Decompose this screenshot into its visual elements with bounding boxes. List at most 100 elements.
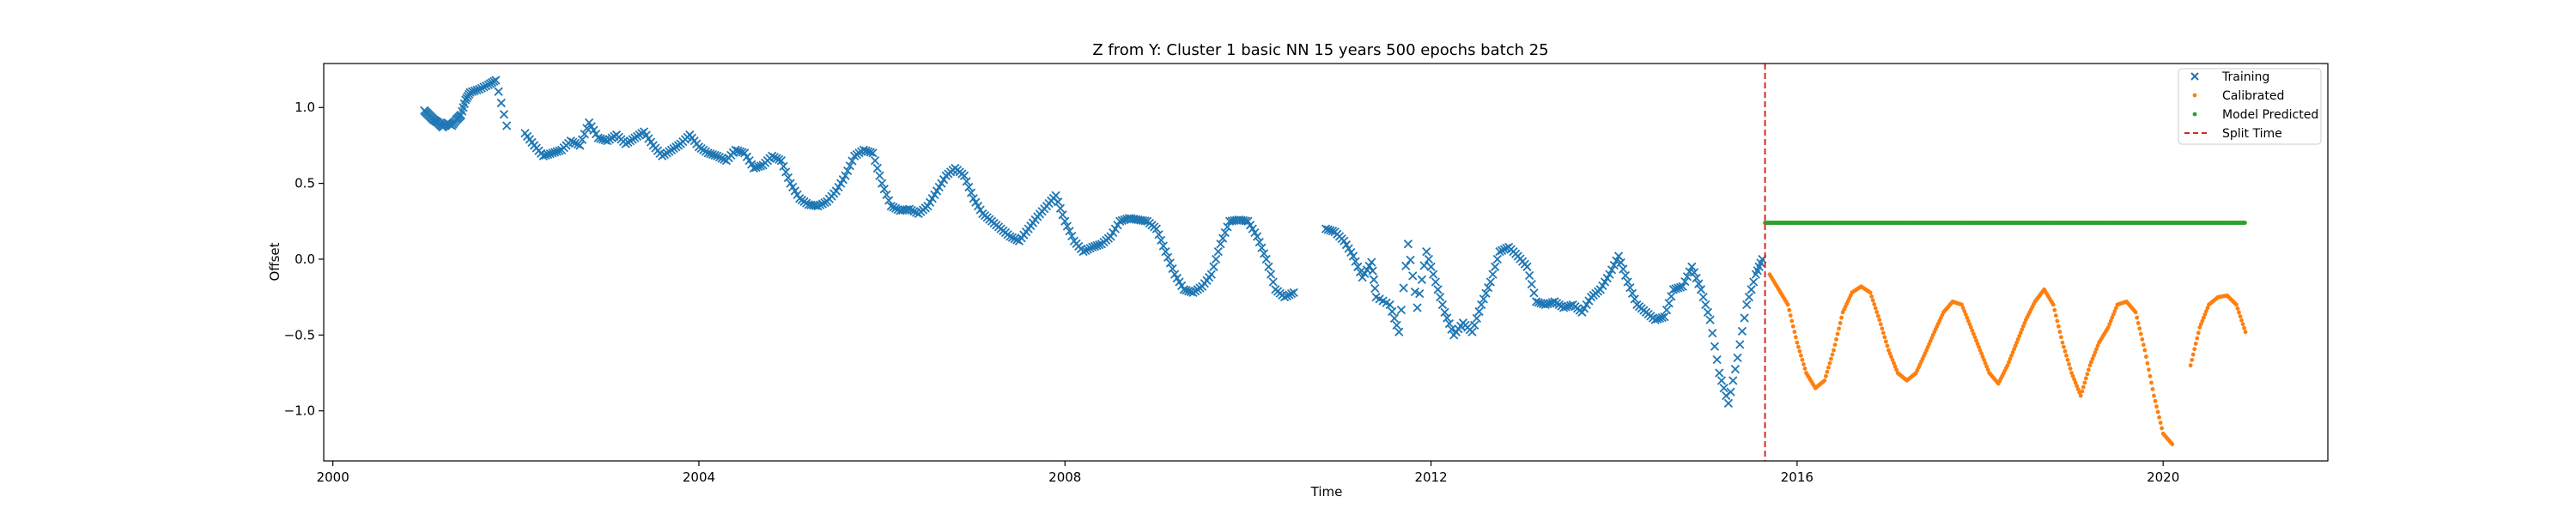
training-point bbox=[472, 85, 482, 95]
training-point bbox=[841, 171, 850, 180]
calibrated-point bbox=[1801, 362, 1806, 367]
x-tick-label: 2008 bbox=[1048, 470, 1081, 485]
training-point bbox=[879, 185, 889, 194]
calibrated-point bbox=[2147, 367, 2151, 373]
y-tick-label: −0.5 bbox=[284, 327, 315, 342]
training-point bbox=[1522, 262, 1532, 271]
training-point bbox=[848, 156, 857, 166]
training-point bbox=[882, 190, 891, 199]
training-point bbox=[499, 110, 509, 119]
calibrated-point bbox=[2242, 325, 2246, 330]
calibrated-point bbox=[1983, 360, 1988, 366]
calibrated-point bbox=[2237, 310, 2241, 315]
training-point bbox=[1667, 292, 1676, 301]
training-point bbox=[1266, 270, 1276, 279]
x-axis-title: Time bbox=[1310, 484, 1343, 500]
training-point bbox=[1687, 262, 1697, 271]
training-point bbox=[1257, 243, 1267, 252]
calibrated-point bbox=[1869, 294, 1874, 299]
training-point bbox=[1413, 303, 1422, 312]
training-point bbox=[817, 199, 827, 209]
training-point bbox=[1616, 258, 1625, 268]
calibrated-point bbox=[2068, 367, 2073, 371]
calibrated-point bbox=[2193, 342, 2198, 346]
calibrated-point bbox=[2148, 373, 2153, 379]
training-point bbox=[482, 81, 491, 91]
calibrated-point bbox=[2056, 324, 2061, 329]
legend-marker-training bbox=[2190, 72, 2199, 81]
training-point bbox=[769, 152, 780, 162]
training-point bbox=[1209, 262, 1218, 271]
training-point bbox=[1261, 254, 1271, 264]
calibrated-point bbox=[1823, 373, 1828, 379]
calibrated-point bbox=[2095, 343, 2100, 348]
calibrated-point bbox=[2086, 367, 2091, 373]
y-tick-label: 0.5 bbox=[295, 176, 315, 191]
training-point bbox=[868, 148, 878, 158]
calibrated-point bbox=[2018, 330, 2023, 336]
training-point bbox=[1005, 232, 1015, 241]
calibrated-point bbox=[2170, 442, 2175, 446]
training-point bbox=[1012, 235, 1022, 245]
training-point bbox=[1664, 299, 1674, 308]
calibrated-point bbox=[2012, 347, 2016, 352]
training-point bbox=[1527, 279, 1536, 289]
training-point bbox=[717, 154, 726, 163]
training-point bbox=[1440, 307, 1449, 317]
legend-entry-training: Training bbox=[2190, 70, 2269, 84]
training-point bbox=[1498, 245, 1507, 255]
training-point bbox=[1067, 231, 1077, 241]
legend-label-training: Training bbox=[2221, 70, 2269, 84]
training-point bbox=[1689, 268, 1699, 277]
calibrated-point bbox=[2108, 318, 2113, 324]
legend-entry-split-time: Split Time bbox=[2184, 127, 2282, 141]
calibrated-point bbox=[2200, 318, 2205, 324]
training-point bbox=[966, 188, 976, 197]
training-point bbox=[1279, 293, 1290, 302]
calibrated-point bbox=[2009, 353, 2014, 358]
y-tick-label: 1.0 bbox=[295, 100, 315, 115]
training-point bbox=[1264, 262, 1273, 271]
training-point bbox=[1168, 264, 1177, 274]
training-point bbox=[1431, 277, 1441, 287]
training-point bbox=[768, 151, 777, 161]
training-point bbox=[1062, 221, 1072, 231]
calibrated-point bbox=[1962, 309, 1967, 313]
calibrated-point bbox=[1974, 338, 1978, 343]
training-point bbox=[1747, 285, 1756, 294]
training-point bbox=[491, 76, 501, 85]
calibrated-point bbox=[1959, 302, 1965, 307]
calibrated-point bbox=[2107, 322, 2112, 327]
training-point bbox=[1216, 239, 1225, 249]
calibrated-point bbox=[1985, 367, 1990, 373]
calibrated-point bbox=[2063, 348, 2068, 354]
training-point bbox=[1730, 364, 1741, 374]
calibrated-point bbox=[2052, 307, 2057, 312]
training-point bbox=[1712, 354, 1722, 365]
training-point bbox=[1419, 261, 1429, 270]
training-point bbox=[1433, 285, 1443, 294]
training-point bbox=[1472, 313, 1481, 324]
calibrated-point bbox=[2111, 312, 2116, 317]
legend-label-calibrated: Calibrated bbox=[2222, 89, 2284, 103]
training-point bbox=[1252, 232, 1262, 241]
training-point bbox=[1716, 376, 1727, 385]
chart-title: Z from Y: Cluster 1 basic NN 15 years 50… bbox=[1092, 41, 1548, 59]
training-point bbox=[1158, 241, 1168, 251]
training-point bbox=[1682, 272, 1692, 282]
calibrated-point bbox=[1838, 321, 1843, 325]
x-tick-label: 2020 bbox=[2147, 470, 2179, 485]
training-point bbox=[1630, 294, 1639, 304]
calibrated-point bbox=[1795, 340, 1800, 345]
calibrated-point bbox=[2067, 362, 2071, 367]
calibrated-point bbox=[2060, 340, 2065, 345]
training-point bbox=[1662, 306, 1672, 315]
plot-area bbox=[420, 64, 2248, 461]
training-point bbox=[1389, 313, 1400, 324]
training-point bbox=[1737, 326, 1747, 336]
training-point bbox=[1698, 293, 1708, 302]
training-point bbox=[779, 161, 788, 171]
calibrated-point bbox=[2105, 325, 2111, 330]
training-point bbox=[1154, 230, 1163, 239]
training-point bbox=[494, 87, 503, 96]
